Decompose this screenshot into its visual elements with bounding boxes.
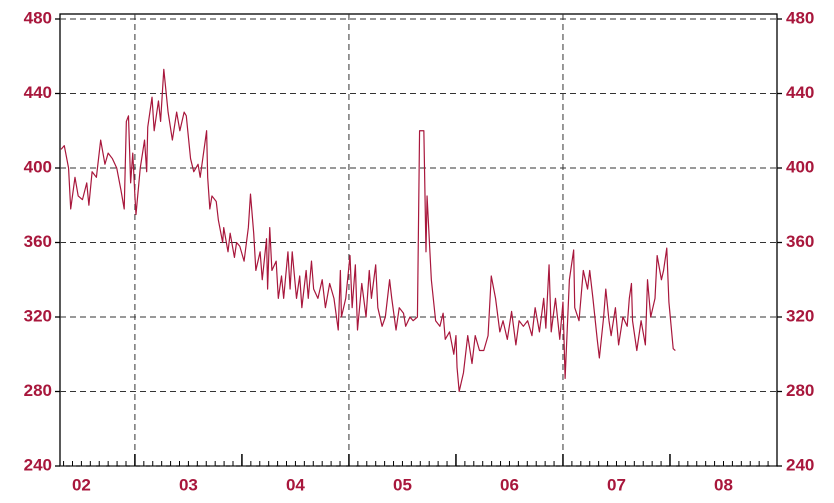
y2-tick-label: 280 — [786, 381, 814, 400]
y2-tick-label: 320 — [786, 306, 814, 325]
plot-frame — [59, 13, 778, 467]
y-tick-label: 240 — [24, 455, 52, 474]
x-tick-label: 03 — [179, 475, 198, 494]
y2-tick-label: 360 — [786, 232, 814, 251]
x-tick-label: 06 — [500, 475, 519, 494]
y-tick-label: 360 — [24, 232, 52, 251]
x-tick-label: 05 — [393, 475, 412, 494]
y2-tick-label: 480 — [786, 8, 814, 27]
y-tick-label: 480 — [24, 8, 52, 27]
y-tick-label: 280 — [24, 381, 52, 400]
y2-tick-label: 440 — [786, 83, 814, 102]
data-line — [60, 68, 676, 393]
y2-tick-label: 240 — [786, 455, 814, 474]
y2-tick-label: 400 — [786, 157, 814, 176]
x-tick-label: 02 — [72, 475, 91, 494]
y-tick-label: 440 — [24, 83, 52, 102]
x-tick-label: 07 — [607, 475, 626, 494]
x-tick-label: 08 — [714, 475, 733, 494]
y-tick-label: 320 — [24, 306, 52, 325]
x-tick-label: 04 — [286, 475, 305, 494]
y-tick-label: 400 — [24, 157, 52, 176]
